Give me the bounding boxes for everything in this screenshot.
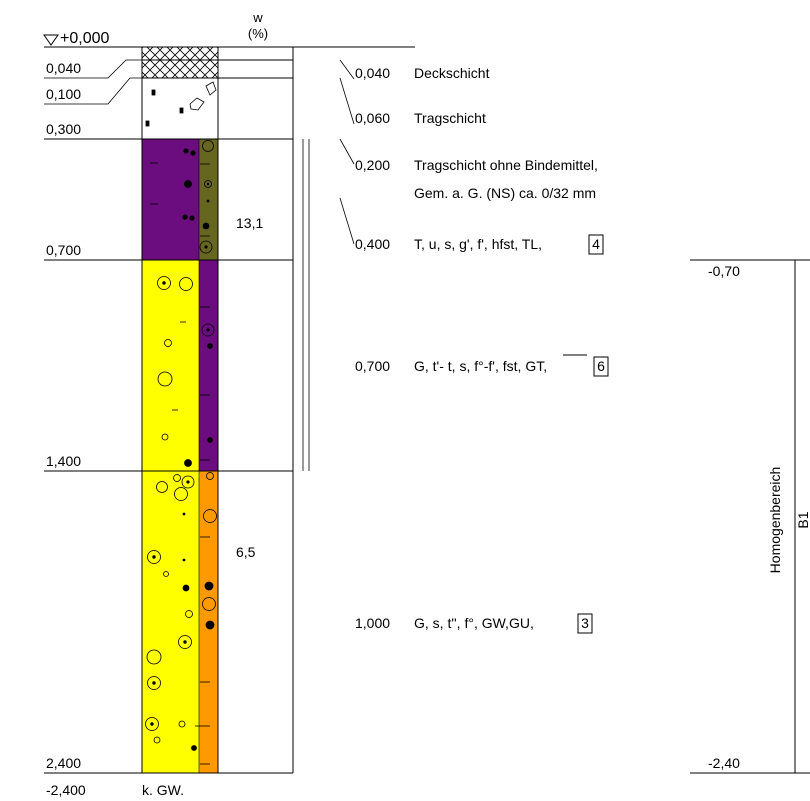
soil-class-value: 6	[597, 358, 605, 374]
top-level-label: +0,000	[60, 30, 109, 47]
layer-description: Tragschicht ohne Bindemittel,	[414, 157, 598, 173]
water-content-value: 6,5	[236, 544, 256, 560]
depth-label-0100: 0,100	[46, 86, 81, 102]
groundwater-label: k. GW.	[142, 782, 184, 798]
w-unit: (%)	[248, 26, 268, 41]
depth-leader-lines	[44, 59, 142, 105]
sample-interval-lines	[302, 139, 310, 471]
final-depth-label: -2,400	[46, 782, 86, 798]
w-symbol: w	[252, 10, 263, 25]
soil-class-value: 3	[581, 615, 589, 631]
layer-thickness: 0,400	[355, 236, 390, 252]
depth-label-2400: 2,400	[46, 755, 81, 771]
layer-thickness: 1,000	[355, 615, 390, 631]
soil-class-box	[588, 234, 604, 255]
layer-description: Deckschicht	[414, 65, 490, 81]
level-triangle-icon	[43, 34, 59, 46]
soil-class-value: 4	[592, 236, 600, 252]
texture-symbols	[145, 81, 217, 765]
layer-description: G, s, t'', f°, GW,GU,	[414, 615, 534, 631]
depth-label-0040: 0,040	[46, 60, 81, 76]
layer-description: T, u, s, g', f', hfst, TL,	[414, 236, 542, 252]
soil-class-box	[577, 613, 593, 634]
layer-clay-strip	[199, 139, 218, 260]
layer-clay-main	[142, 139, 199, 260]
description-leaders	[339, 59, 355, 245]
homogeneous-top-label: -0,70	[708, 263, 740, 279]
layer-thickness: 0,700	[355, 358, 390, 374]
homogeneous-code: B1	[795, 511, 810, 528]
layer-thickness: 0,040	[355, 65, 390, 81]
layer-gravel-clayey-main	[142, 260, 199, 471]
layer-thickness: 0,060	[355, 110, 390, 126]
layer-description: G, t'- t, s, f°-f', fst, GT,	[414, 358, 547, 374]
layer-description: Tragschicht	[414, 110, 486, 126]
soil-group-overlined: GT	[525, 358, 545, 374]
layer-gravel-main	[142, 471, 199, 773]
depth-label-1400: 1,400	[46, 453, 81, 469]
soil-class-box	[593, 356, 609, 377]
layer-gravel-clayey-strip	[199, 260, 218, 471]
water-content-value: 13,1	[236, 215, 263, 231]
depth-label-0300: 0,300	[46, 121, 81, 137]
layer-description-line2: Gem. a. G. (NS) ca. 0/32 mm	[414, 185, 596, 201]
layer-thickness: 0,200	[355, 157, 390, 173]
homogeneous-bottom-label: -2,40	[708, 755, 740, 771]
layer-deckschicht	[141, 46, 219, 79]
depth-label-0700: 0,700	[46, 242, 81, 258]
soil-column	[141, 46, 219, 774]
layer-boundaries	[44, 47, 294, 774]
homogeneous-label: Homogenbereich	[767, 467, 783, 574]
